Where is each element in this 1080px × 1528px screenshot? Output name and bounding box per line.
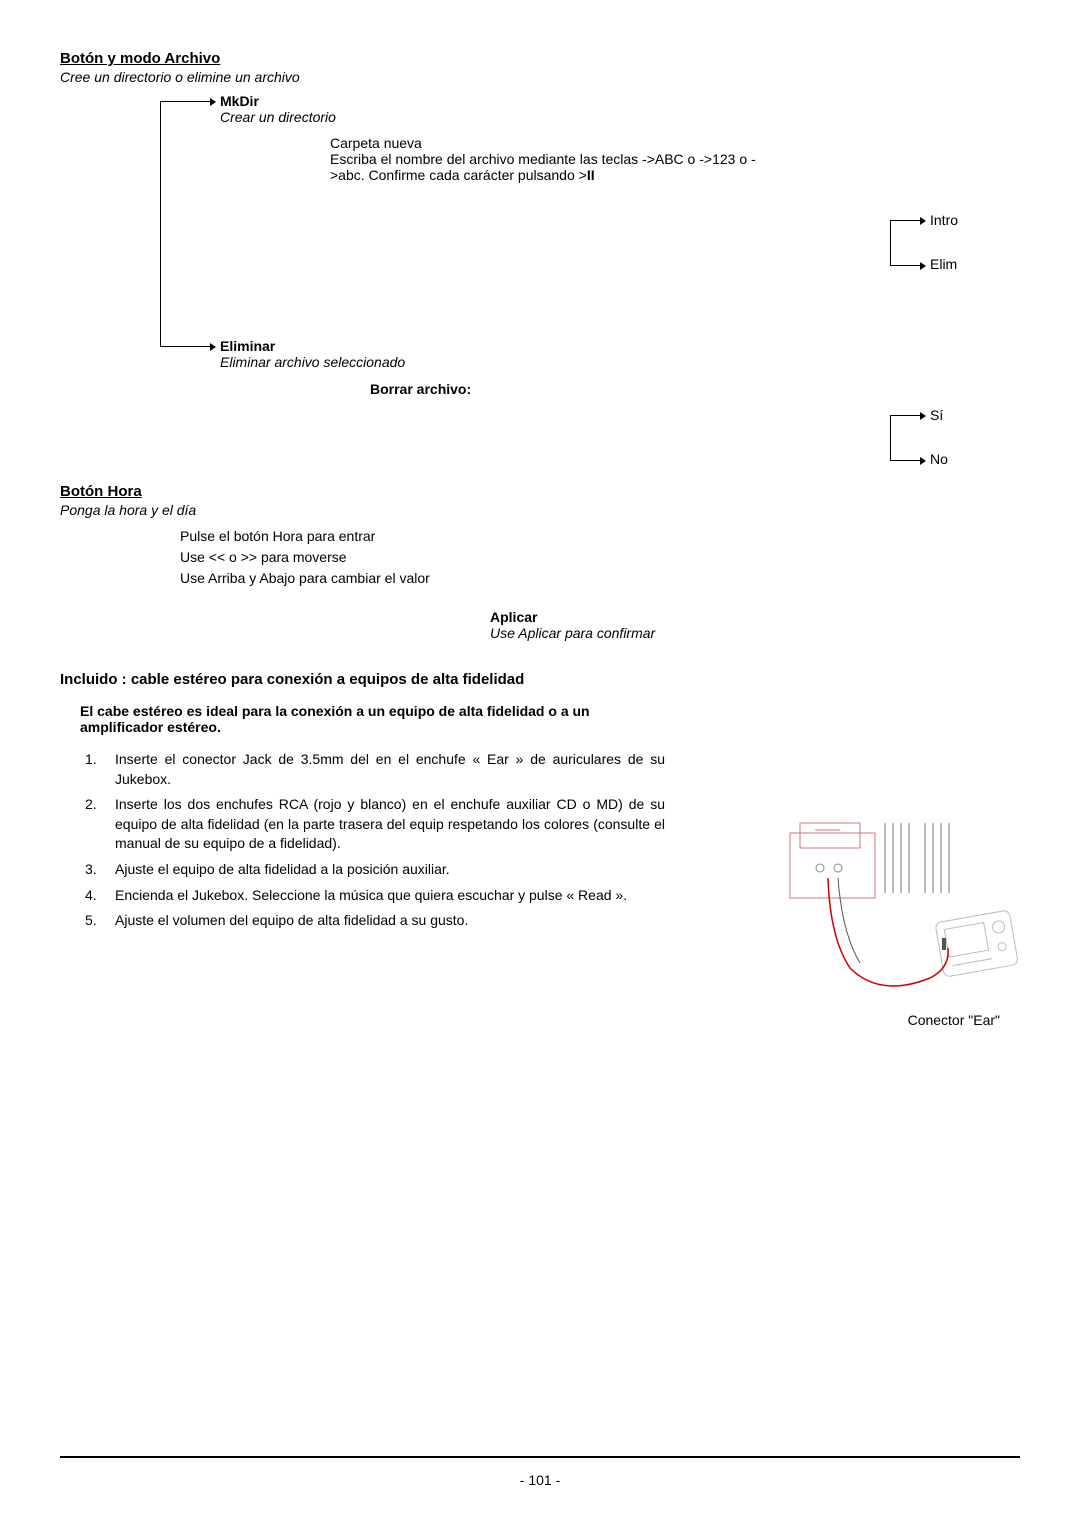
carpeta-nueva: Carpeta nueva xyxy=(330,135,1030,151)
mkdir-desc: Crear un directorio xyxy=(220,109,336,125)
archivo-title: Botón y modo Archivo xyxy=(60,50,1020,67)
aplicar-label: Aplicar xyxy=(490,609,1020,625)
diagram-caption: Conector "Ear" xyxy=(908,1012,1000,1028)
aplicar-block: Aplicar Use Aplicar para confirmar xyxy=(490,609,1020,641)
mkdir-elim: Elim xyxy=(930,256,957,272)
footer-divider xyxy=(60,1456,1020,1458)
list-num-5: 5. xyxy=(85,911,115,931)
hora-line2: Use << o >> para moverse xyxy=(180,547,1020,568)
archivo-tree: MkDir Crear un directorio Carpeta nueva … xyxy=(130,93,1020,463)
eliminar-desc: Eliminar archivo seleccionado xyxy=(220,354,405,370)
hora-subtitle: Ponga la hora y el día xyxy=(60,502,1020,518)
mkdir-instruction2: >abc. Confirme cada carácter pulsando >I… xyxy=(330,167,1030,183)
hora-title: Botón Hora xyxy=(60,483,1020,500)
list-num-2: 2. xyxy=(85,795,115,854)
list-item-4: Encienda el Jukebox. Seleccione la músic… xyxy=(115,886,665,906)
borrar-archivo: Borrar archivo: xyxy=(370,381,471,397)
list-num-4: 4. xyxy=(85,886,115,906)
eliminar-no: No xyxy=(930,451,948,467)
list-num-1: 1. xyxy=(85,750,115,789)
list-item-1: Inserte el conector Jack de 3.5mm del en… xyxy=(115,750,665,789)
eliminar-label: Eliminar xyxy=(220,338,405,354)
hora-line1: Pulse el botón Hora para entrar xyxy=(180,526,1020,547)
incluido-title: Incluido : cable estéreo para conexión a… xyxy=(60,671,1020,688)
mkdir-label: MkDir xyxy=(220,93,336,109)
archivo-subtitle: Cree un directorio o elimine un archivo xyxy=(60,69,1020,85)
list-num-3: 3. xyxy=(85,860,115,880)
incluido-subtitle: El cabe estéreo es ideal para la conexió… xyxy=(80,703,640,735)
mkdir-instruction1: Escriba el nombre del archivo mediante l… xyxy=(330,151,1030,167)
page-number: - 101 - xyxy=(0,1472,1080,1488)
hora-instructions: Pulse el botón Hora para entrar Use << o… xyxy=(180,526,1020,589)
list-item-3: Ajuste el equipo de alta fidelidad a la … xyxy=(115,860,665,880)
eliminar-si: Sí xyxy=(930,407,943,423)
list-item-5: Ajuste el volumen del equipo de alta fid… xyxy=(115,911,665,931)
instructions-list: 1.Inserte el conector Jack de 3.5mm del … xyxy=(85,750,665,931)
ear-connector-diagram xyxy=(780,818,1030,1008)
aplicar-desc: Use Aplicar para confirmar xyxy=(490,625,1020,641)
hora-line3: Use Arriba y Abajo para cambiar el valor xyxy=(180,568,1020,589)
list-item-2: Inserte los dos enchufes RCA (rojo y bla… xyxy=(115,795,665,854)
mkdir-intro: Intro xyxy=(930,212,958,228)
